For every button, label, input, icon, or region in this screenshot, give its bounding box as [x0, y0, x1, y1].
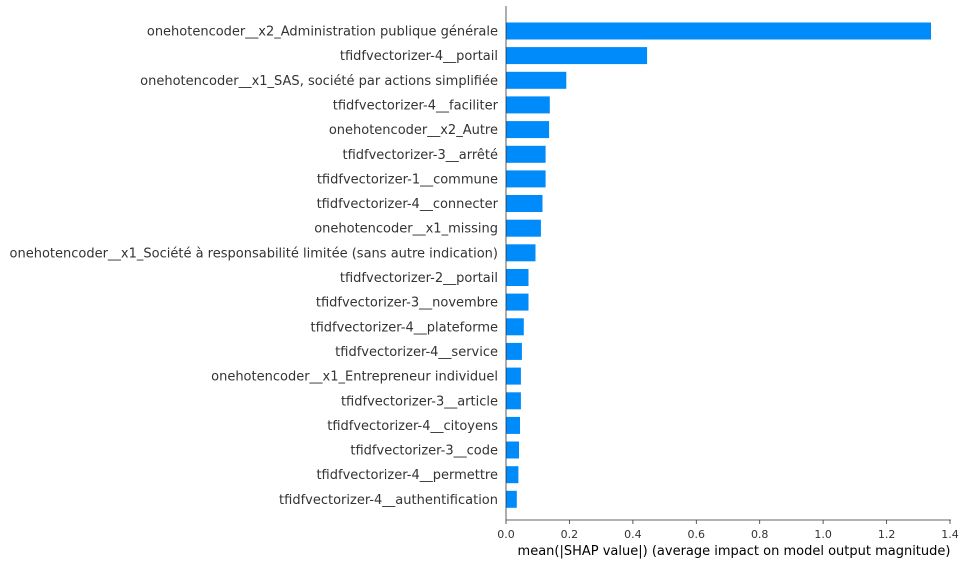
bar: [506, 318, 524, 336]
bar: [506, 392, 521, 410]
x-tick-label: 1.0: [814, 528, 832, 541]
x-axis-title: mean(|SHAP value|) (average impact on mo…: [518, 544, 951, 559]
x-tick-label: 0.0: [497, 528, 515, 541]
x-tick-label: 0.8: [751, 528, 769, 541]
feature-label: tfidfvectorizer-3__code: [350, 444, 498, 459]
bar: [506, 244, 536, 262]
bar: [506, 22, 931, 40]
feature-label: tfidfvectorizer-3__arrêté: [343, 148, 499, 163]
bar: [506, 441, 519, 459]
feature-label: onehotencoder__x2_Autre: [329, 123, 498, 138]
feature-label: tfidfvectorizer-4__citoyens: [327, 419, 498, 434]
x-tick-label: 0.2: [561, 528, 579, 541]
feature-label: tfidfvectorizer-4__portail: [340, 49, 498, 64]
x-tick-label: 1.4: [941, 528, 959, 541]
bar: [506, 121, 550, 139]
bar: [506, 416, 520, 434]
feature-label: onehotencoder__x2_Administration publiqu…: [147, 25, 498, 40]
bar: [506, 269, 529, 286]
bar: [506, 367, 521, 385]
feature-label: tfidfvectorizer-4__service: [335, 345, 498, 360]
feature-label: tfidfvectorizer-4__connecter: [317, 197, 499, 212]
feature-label: tfidfvectorizer-3__novembre: [316, 296, 498, 311]
bar: [506, 342, 522, 360]
feature-label: onehotencoder__x1_Société à responsabili…: [10, 246, 498, 261]
bar: [506, 145, 546, 163]
feature-label: tfidfvectorizer-3__article: [341, 394, 498, 409]
feature-labels: onehotencoder__x2_Administration publiqu…: [10, 25, 499, 508]
x-tick-label: 1.2: [878, 528, 896, 541]
bar: [506, 490, 517, 508]
x-axis-ticks: 0.0 0.2 0.4 0.6 0.8 1.0 1.2 1.4: [497, 520, 959, 541]
feature-label: tfidfvectorizer-4__authentification: [279, 493, 498, 508]
bar: [506, 195, 543, 212]
x-tick-label: 0.4: [624, 528, 642, 541]
feature-label: tfidfvectorizer-4__permettre: [316, 468, 498, 483]
feature-label: tfidfvectorizer-1__commune: [317, 172, 498, 187]
bar: [506, 466, 519, 484]
bar: [506, 47, 648, 65]
bar: [506, 96, 550, 114]
feature-label: onehotencoder__x1_missing: [314, 222, 498, 237]
feature-label: tfidfvectorizer-2__portail: [340, 271, 498, 286]
bar: [506, 293, 529, 311]
bar: [506, 71, 567, 89]
feature-label: tfidfvectorizer-4__faciliter: [333, 98, 499, 113]
bar: [506, 170, 546, 188]
feature-label: onehotencoder__x1_SAS, société par actio…: [140, 74, 498, 89]
feature-label: onehotencoder__x1_Entrepreneur individue…: [211, 370, 498, 385]
bar: [506, 219, 541, 237]
feature-label: tfidfvectorizer-4__plateforme: [311, 320, 499, 335]
bars-layer: [506, 22, 931, 508]
x-tick-label: 0.6: [688, 528, 706, 541]
